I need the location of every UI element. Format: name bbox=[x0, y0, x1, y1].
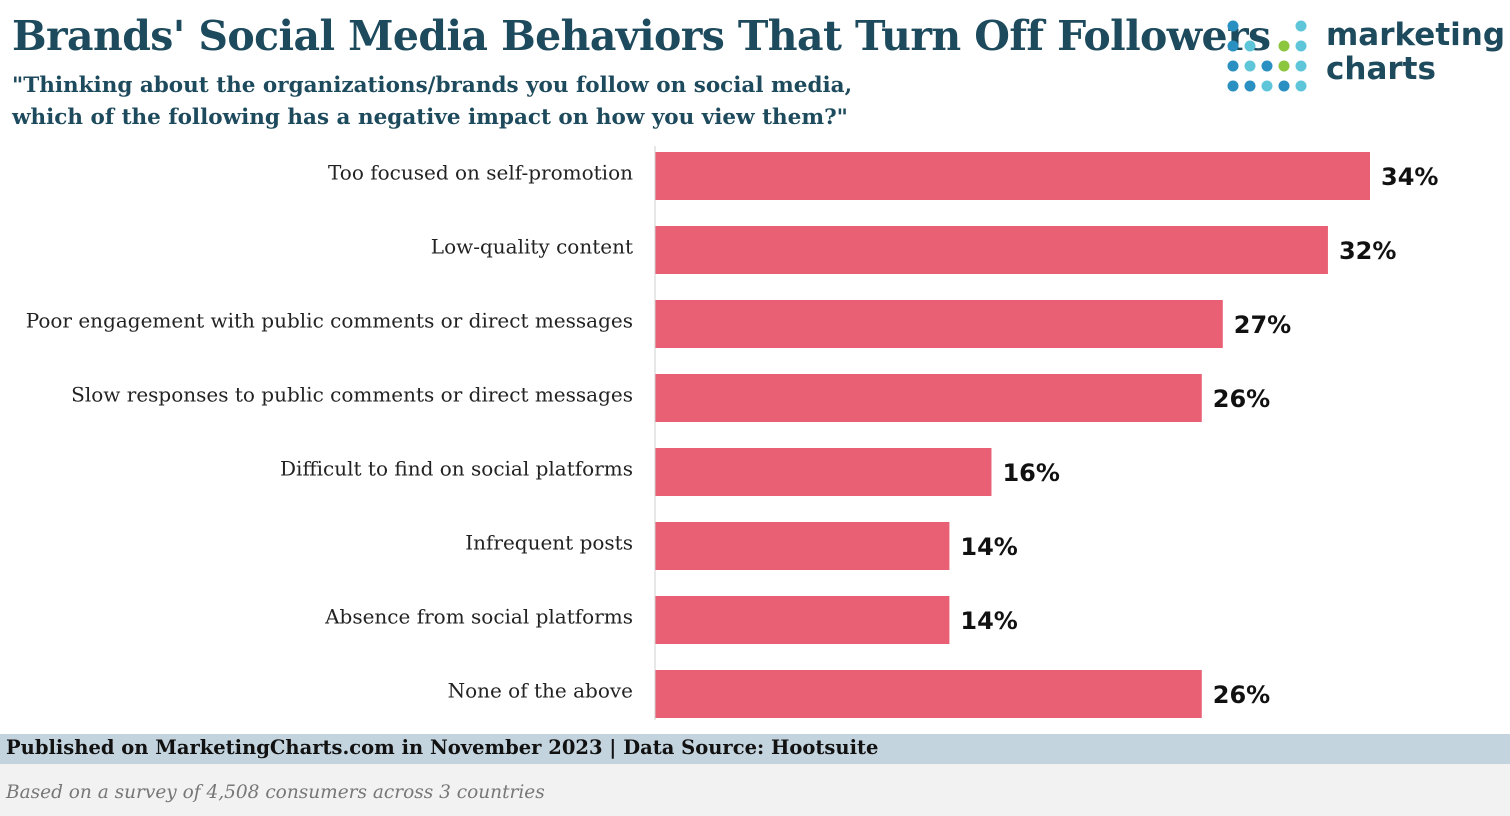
bar bbox=[655, 670, 1202, 718]
bar bbox=[655, 226, 1328, 274]
logo-dot bbox=[1227, 20, 1239, 32]
logo-dots-icon bbox=[1227, 20, 1307, 92]
chart-title: Brands' Social Media Behaviors That Turn… bbox=[12, 12, 1271, 60]
logo-dot bbox=[1278, 40, 1290, 52]
logo-dot bbox=[1227, 80, 1239, 92]
category-label: Slow responses to public comments or dir… bbox=[71, 383, 633, 407]
bar bbox=[655, 152, 1370, 200]
value-label: 26% bbox=[1213, 385, 1270, 413]
value-label: 26% bbox=[1213, 681, 1270, 709]
logo-dot bbox=[1227, 60, 1239, 72]
category-label: Infrequent posts bbox=[465, 531, 633, 555]
bar bbox=[655, 522, 950, 570]
bar-chart: Too focused on self-promotion 34% Low-qual… bbox=[26, 146, 1438, 720]
bar bbox=[655, 374, 1202, 422]
bar bbox=[655, 448, 992, 496]
logo-dot bbox=[1295, 40, 1307, 52]
logo-line-1: marketing bbox=[1326, 17, 1506, 53]
logo-dot bbox=[1261, 60, 1273, 72]
subtitle-line-2: which of the following has a negative im… bbox=[12, 105, 848, 130]
value-label: 32% bbox=[1339, 237, 1396, 265]
category-label: Poor engagement with public comments or … bbox=[26, 309, 633, 333]
logo-dot bbox=[1244, 40, 1256, 52]
logo-dot bbox=[1244, 80, 1256, 92]
bar bbox=[655, 300, 1223, 348]
value-label: 27% bbox=[1234, 311, 1291, 339]
logo-wordmark: marketing charts bbox=[1326, 18, 1505, 86]
bar bbox=[655, 596, 950, 644]
category-label: Low-quality content bbox=[431, 235, 633, 259]
category-label: Difficult to find on social platforms bbox=[280, 457, 633, 481]
footer-published-text: Published on MarketingCharts.com in Nove… bbox=[6, 736, 879, 759]
value-label: 14% bbox=[960, 533, 1017, 561]
footer-note-text: Based on a survey of 4,508 consumers acr… bbox=[6, 782, 545, 803]
logo-dot bbox=[1227, 40, 1239, 52]
logo-line-2: charts bbox=[1326, 51, 1436, 87]
category-label: Absence from social platforms bbox=[324, 605, 633, 629]
logo-dot bbox=[1295, 80, 1307, 92]
subtitle-line-1: "Thinking about the organizations/brands… bbox=[12, 73, 853, 98]
logo-dot bbox=[1261, 80, 1273, 92]
logo-dot bbox=[1295, 20, 1307, 32]
logo-dot bbox=[1278, 60, 1290, 72]
category-label: Too focused on self-promotion bbox=[328, 161, 633, 185]
marketingcharts-logo[interactable]: marketing charts bbox=[1224, 16, 1505, 96]
value-label: 16% bbox=[1002, 459, 1059, 487]
chart-subtitle: "Thinking about the organizations/brands… bbox=[12, 70, 852, 134]
value-label: 34% bbox=[1381, 163, 1438, 191]
footer-note-bar: Based on a survey of 4,508 consumers acr… bbox=[0, 764, 1510, 816]
logo-dot bbox=[1244, 60, 1256, 72]
footer-published-bar: Published on MarketingCharts.com in Nove… bbox=[0, 734, 1510, 764]
value-label: 14% bbox=[960, 607, 1017, 635]
logo-dot bbox=[1278, 80, 1290, 92]
logo-dot bbox=[1295, 60, 1307, 72]
category-label: None of the above bbox=[448, 679, 633, 703]
